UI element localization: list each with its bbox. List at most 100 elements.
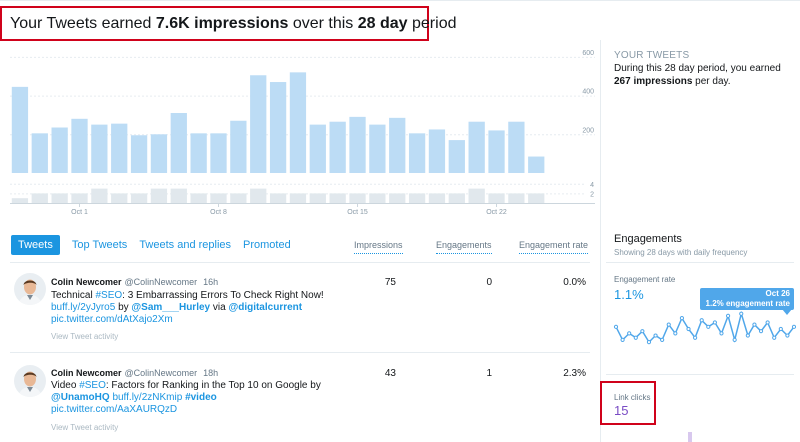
engagements-bar xyxy=(269,193,287,203)
impressions-column-header[interactable]: Impressions xyxy=(354,240,403,254)
engagements-bar xyxy=(130,193,148,203)
tweet-author[interactable]: Colin Newcomer @ColinNewcomer 16h xyxy=(51,277,218,287)
summary-value: 267 impressions xyxy=(614,76,693,87)
impressions-bar xyxy=(250,75,267,173)
rate-point xyxy=(699,318,704,323)
engagements-bar xyxy=(71,193,88,203)
impressions-bar xyxy=(369,124,386,173)
engagements-bar xyxy=(428,193,446,203)
impressions-bar xyxy=(349,116,366,173)
engagements-bar xyxy=(91,188,108,203)
tab-tweets-and-replies[interactable]: Tweets and replies xyxy=(139,239,232,251)
author-handle: @ColinNewcomer xyxy=(124,368,198,378)
engagements-bar xyxy=(389,193,406,203)
tab-promoted[interactable]: Promoted xyxy=(243,239,291,251)
impressions-bar xyxy=(488,130,505,173)
engagements-bar xyxy=(309,193,326,203)
impressions-headline: Your Tweets earned 7.6K impressions over… xyxy=(0,6,456,41)
summary-suffix: per day. xyxy=(692,76,731,87)
rate-point xyxy=(693,335,698,340)
rate-point xyxy=(627,331,632,336)
rate-point xyxy=(620,337,625,343)
url-link[interactable]: buff.ly/2yJyro5 xyxy=(51,302,116,313)
author-name: Colin Newcomer xyxy=(51,277,122,287)
tweet-time: 16h xyxy=(203,277,219,287)
impressions-bar xyxy=(389,117,406,173)
tab-tweets[interactable]: Tweets xyxy=(11,235,60,255)
tab-top-tweets[interactable]: Top Tweets xyxy=(71,239,128,251)
headline-impressions: 7.6K impressions xyxy=(155,15,289,32)
rate-point xyxy=(666,322,671,327)
impressions-bar xyxy=(329,121,346,173)
avatar[interactable] xyxy=(14,365,46,397)
rate-point xyxy=(719,331,724,336)
impressions-bar xyxy=(190,133,207,173)
mention-link[interactable]: @UnamoHQ xyxy=(51,392,110,403)
your-tweets-summary: During this 28 day period, you earned 26… xyxy=(614,62,794,88)
impressions-bar xyxy=(408,133,426,173)
headline-middle: over this xyxy=(288,15,358,32)
impressions-bar xyxy=(51,127,68,173)
url-link[interactable]: buff.ly/2zNKmip xyxy=(112,392,183,403)
engagements-bar xyxy=(230,193,247,203)
headline-suffix: period xyxy=(407,15,457,32)
engagement-rate-column-header[interactable]: Engagement rate xyxy=(519,240,589,254)
tooltip-date: Oct 26 xyxy=(765,289,790,298)
engagements-bar xyxy=(31,193,48,203)
rate-point xyxy=(679,315,685,321)
rate-point xyxy=(772,335,777,340)
tweet-time: 18h xyxy=(203,368,219,378)
hashtag-link[interactable]: #SEO xyxy=(95,290,123,301)
author-name: Colin Newcomer xyxy=(51,368,122,378)
engagement-rate-label: Engagement rate xyxy=(614,275,676,284)
rate-point xyxy=(686,326,691,332)
engagements-bar xyxy=(349,193,366,203)
author-handle: @ColinNewcomer xyxy=(124,277,198,287)
impressions-bar xyxy=(31,133,48,173)
avatar[interactable] xyxy=(14,273,46,305)
hashtag-link[interactable]: #SEO xyxy=(79,380,106,391)
hashtag-link[interactable]: #video xyxy=(185,392,217,403)
impressions-bar xyxy=(508,121,525,173)
engagements-bar xyxy=(250,188,267,203)
impressions-bar xyxy=(11,86,29,173)
tweet-author[interactable]: Colin Newcomer @ColinNewcomer 18h xyxy=(51,368,218,378)
rate-point xyxy=(732,337,737,343)
view-tweet-activity-link[interactable]: View Tweet activity xyxy=(51,332,119,341)
engagements-bar xyxy=(528,193,545,203)
engagements-column-header[interactable]: Engagements xyxy=(436,240,492,254)
tweet-engagement-rate: 0.0% xyxy=(563,277,586,288)
engagements-bar xyxy=(329,193,346,203)
engagements-bar xyxy=(408,193,426,203)
impressions-bar xyxy=(91,124,108,173)
engagements-bar xyxy=(210,193,227,203)
rate-point xyxy=(712,320,717,325)
tweet-text: Technical #SEO: 3 Embarrassing Errors To… xyxy=(51,290,331,326)
impressions-bar xyxy=(289,72,307,173)
pic-link[interactable]: pic.twitter.com/AaXAURQzD xyxy=(51,404,178,415)
mention-link[interactable]: @Sam___Hurley xyxy=(131,302,211,313)
impressions-bar xyxy=(170,113,187,173)
mention-link[interactable]: @digitalcurrent xyxy=(228,302,303,313)
rate-point xyxy=(791,324,796,329)
x-tick-label: Oct 8 xyxy=(210,209,227,216)
avatar-icon xyxy=(14,273,46,305)
avatar-icon xyxy=(14,365,46,397)
view-tweet-activity-link[interactable]: View Tweet activity xyxy=(51,423,119,432)
engagements-bar xyxy=(369,193,386,203)
impressions-bar xyxy=(468,121,485,173)
engagements-bar xyxy=(289,193,307,203)
engagements-bar xyxy=(150,188,168,203)
rate-point xyxy=(673,331,678,336)
panel-divider xyxy=(606,262,794,263)
impressions-bar xyxy=(130,135,148,173)
engagements-bar xyxy=(111,193,128,203)
x-tick-label: Oct 15 xyxy=(347,209,368,216)
rate-point xyxy=(765,320,770,325)
tweet-engagement-rate: 2.3% xyxy=(563,368,586,379)
your-tweets-title: YOUR TWEETS xyxy=(614,50,690,61)
rate-point xyxy=(725,313,731,319)
pic-link[interactable]: pic.twitter.com/dAtXajo2Xm xyxy=(51,314,173,325)
rate-line xyxy=(615,310,795,344)
headline-prefix: Your Tweets earned xyxy=(10,15,156,32)
